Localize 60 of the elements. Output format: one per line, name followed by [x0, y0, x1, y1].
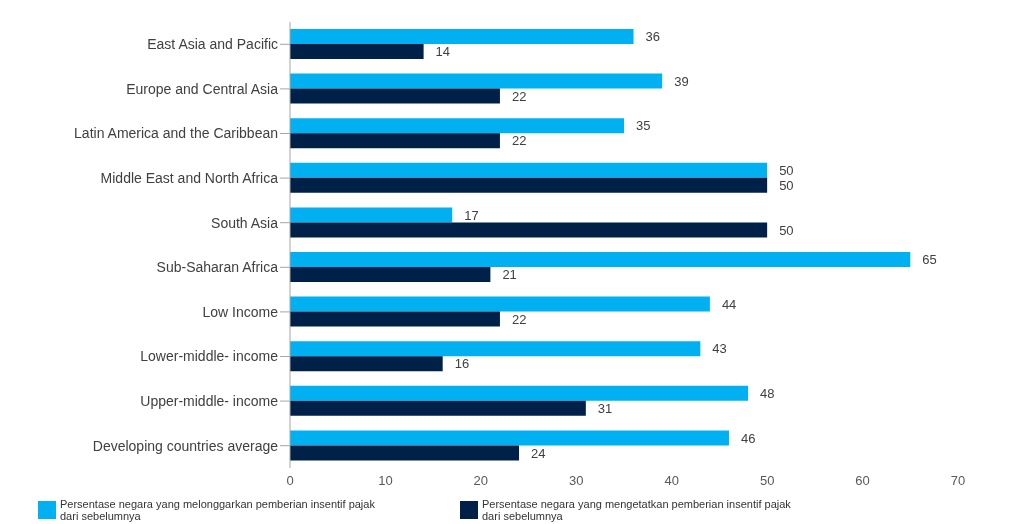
x-tick-label: 10 [378, 473, 393, 489]
data-label: 24 [531, 445, 546, 461]
bar [290, 385, 749, 401]
data-label: 65 [922, 252, 937, 268]
x-tick-label: 40 [664, 473, 679, 489]
bar [290, 162, 768, 178]
data-label: 48 [760, 385, 775, 401]
y-tick-label: Middle East and North Africa [100, 170, 279, 187]
data-label: 50 [779, 162, 794, 178]
bar [290, 400, 586, 416]
y-tick-label: Sub-Saharan Africa [156, 259, 279, 276]
data-label: 35 [636, 118, 651, 134]
bar [290, 430, 729, 446]
data-label: 16 [454, 356, 470, 372]
bar [290, 88, 500, 104]
y-tick-label: Europe and Central Asia [126, 80, 279, 97]
y-tick-label: Low Income [202, 303, 279, 320]
bar [290, 207, 453, 223]
data-label: 44 [721, 296, 737, 312]
bar [290, 341, 701, 357]
legend-label: Persentase negara yang mengetatkan pemberian insentif pajak dari sebelumnya [482, 498, 792, 522]
bar [290, 29, 634, 44]
bar [290, 296, 710, 312]
y-tick-label: Developing countries average [92, 437, 279, 454]
legend-label: Persentase negara yang melonggarkan pemberian insentif pajak dari sebelumnya [60, 498, 376, 522]
data-label: 14 [435, 44, 451, 60]
bar [290, 118, 624, 134]
data-label: 39 [674, 73, 689, 89]
bar [290, 222, 768, 238]
data-label: 50 [779, 177, 794, 193]
x-tick-label: 20 [473, 473, 489, 489]
bar [290, 267, 491, 282]
bar [290, 177, 768, 193]
bar [290, 133, 500, 149]
data-label: 46 [740, 430, 756, 446]
x-tick-label: 60 [855, 473, 870, 489]
data-label: 22 [511, 88, 527, 104]
y-tick-label: Lower-middle- income [140, 348, 279, 365]
y-tick-label: Upper-middle- income [140, 393, 279, 410]
y-tick-label: East Asia and Pacific [147, 36, 278, 53]
bar [290, 44, 424, 59]
data-label: 22 [511, 133, 527, 149]
data-label: 17 [464, 207, 479, 223]
bar [290, 445, 520, 461]
data-label: 43 [712, 341, 727, 357]
y-tick-label: South Asia [211, 214, 279, 231]
x-tick-label: 70 [950, 473, 966, 489]
x-tick-label: 50 [759, 473, 775, 489]
bar [290, 252, 911, 267]
x-tick-label: 30 [569, 473, 584, 489]
data-label: 22 [511, 311, 527, 327]
data-label: 31 [597, 400, 613, 416]
data-label: 36 [645, 29, 661, 45]
bar [290, 311, 500, 327]
data-label: 21 [502, 267, 517, 283]
bar [290, 73, 663, 89]
y-tick-label: Latin America and the Caribbean [74, 125, 278, 142]
bar [290, 356, 443, 372]
x-tick-label: 0 [286, 473, 294, 489]
data-label: 50 [779, 222, 794, 238]
